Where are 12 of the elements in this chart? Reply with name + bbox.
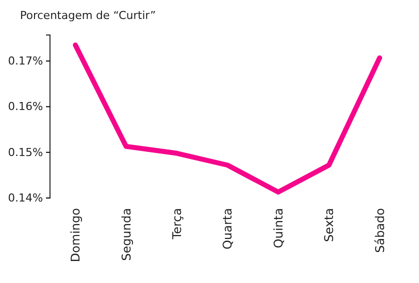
y-tick-label: 0.14% <box>8 192 43 205</box>
y-tick-label: 0.15% <box>8 146 43 159</box>
x-tick-label: Terça <box>170 208 184 240</box>
y-tick-label: 0.17% <box>8 54 43 68</box>
x-tick-label: Quinta <box>271 208 286 248</box>
x-tick-label: Quarta <box>220 208 235 250</box>
x-tick-label: Segunda <box>119 208 134 261</box>
x-tick-label: Domingo <box>68 208 83 262</box>
x-tick-label: Sábado <box>372 208 387 253</box>
chart-title: Porcentagem de “Curtir” <box>20 9 156 22</box>
x-tick-label: Sexta <box>322 208 336 242</box>
y-tick-label: 0.16% <box>8 100 43 114</box>
